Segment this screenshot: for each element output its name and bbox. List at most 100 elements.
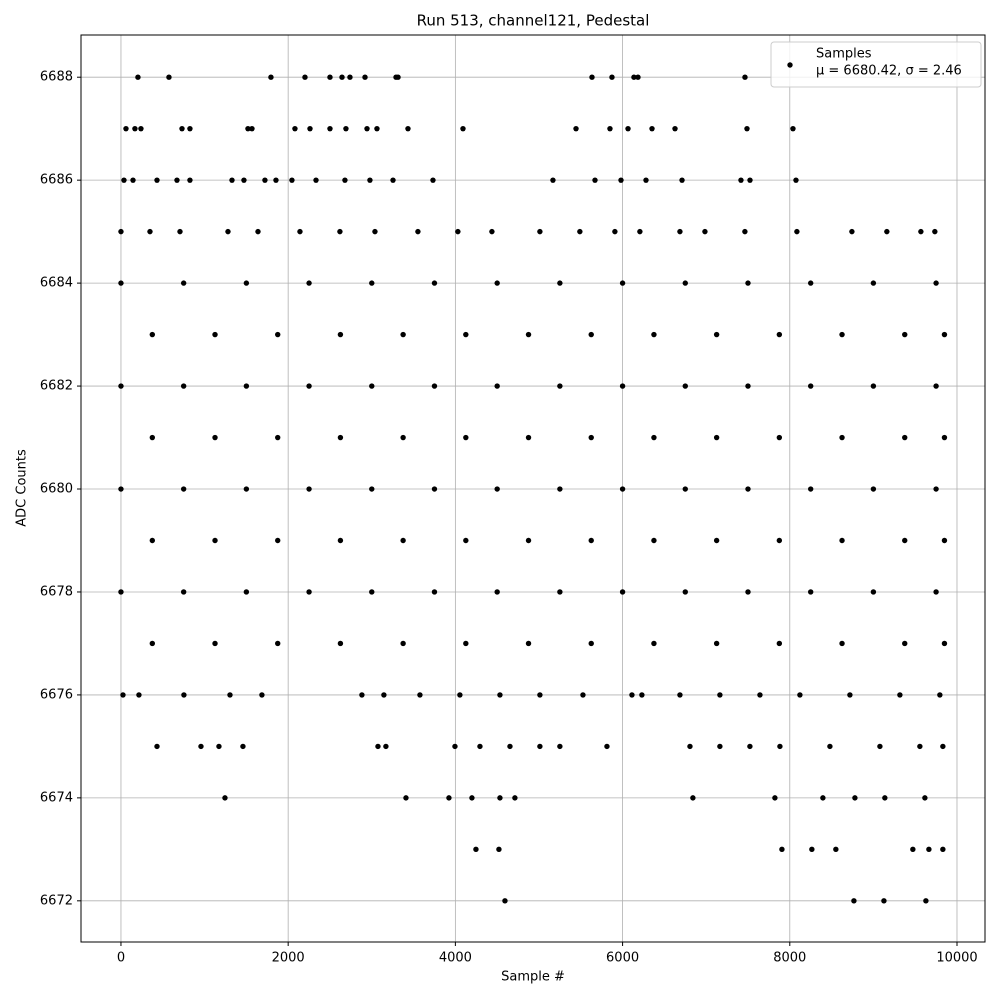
- point: [369, 280, 375, 286]
- point: [619, 589, 626, 595]
- x-tick-label: 8000: [773, 951, 806, 966]
- point: [940, 743, 946, 750]
- point: [275, 434, 281, 441]
- point: [687, 743, 693, 750]
- point: [677, 692, 683, 698]
- point: [619, 383, 626, 389]
- point: [776, 434, 783, 441]
- point: [525, 434, 532, 441]
- point: [306, 589, 312, 595]
- point: [618, 177, 624, 183]
- point: [227, 692, 233, 698]
- point: [745, 280, 751, 286]
- point: [820, 795, 826, 801]
- point: [245, 125, 251, 132]
- point: [415, 228, 421, 235]
- point: [713, 537, 720, 544]
- point: [241, 177, 247, 183]
- point: [651, 434, 657, 441]
- point: [477, 743, 483, 750]
- point: [902, 434, 908, 441]
- point: [369, 589, 375, 595]
- point: [557, 589, 563, 595]
- point: [390, 177, 396, 183]
- point: [870, 280, 877, 286]
- point: [243, 589, 250, 595]
- point: [941, 537, 948, 544]
- point: [452, 743, 458, 750]
- point: [154, 177, 160, 183]
- point: [619, 280, 626, 286]
- point: [463, 640, 469, 647]
- point: [897, 692, 903, 698]
- point: [923, 898, 929, 904]
- point: [557, 383, 563, 389]
- x-tick-label: 6000: [606, 951, 639, 966]
- point: [494, 589, 500, 595]
- y-tick-label: 6688: [40, 70, 73, 85]
- point: [918, 228, 924, 235]
- point: [431, 486, 438, 492]
- point: [902, 331, 908, 338]
- point: [807, 486, 814, 492]
- point: [713, 434, 720, 441]
- point: [222, 795, 228, 801]
- point: [940, 846, 946, 853]
- y-axis-label: ADC Counts: [15, 449, 30, 527]
- points: [118, 74, 948, 904]
- point: [198, 743, 204, 750]
- point: [132, 125, 138, 132]
- x-axis-label: Sample #: [501, 970, 565, 985]
- point: [342, 177, 348, 183]
- point: [717, 743, 723, 750]
- point: [359, 692, 365, 698]
- point: [839, 640, 845, 647]
- plot-frame: [80, 34, 986, 943]
- point: [118, 228, 124, 235]
- point: [136, 692, 142, 698]
- point: [138, 125, 144, 132]
- y-tick-label: 6680: [40, 482, 73, 497]
- x-tick-label: 10000: [936, 951, 977, 966]
- point: [347, 74, 353, 80]
- point: [369, 383, 375, 389]
- point: [588, 537, 594, 544]
- point: [525, 331, 532, 338]
- x-tick-label: 4000: [439, 951, 472, 966]
- point: [135, 74, 141, 80]
- point: [588, 434, 594, 441]
- point: [121, 177, 127, 183]
- point: [933, 589, 939, 595]
- point: [882, 795, 888, 801]
- point: [537, 692, 543, 698]
- point: [651, 331, 657, 338]
- point: [400, 434, 406, 441]
- point: [212, 331, 218, 338]
- y-tick-label: 6678: [40, 584, 73, 599]
- point: [327, 74, 333, 80]
- point: [776, 640, 783, 647]
- point: [776, 331, 783, 338]
- point: [177, 228, 183, 235]
- point: [757, 692, 763, 698]
- point: [249, 125, 255, 132]
- point: [827, 743, 833, 750]
- point: [877, 743, 883, 750]
- point: [809, 846, 815, 853]
- point: [794, 228, 800, 235]
- legend: Samples μ = 6680.42, σ = 2.46: [770, 41, 982, 88]
- point: [747, 743, 753, 750]
- point: [400, 331, 406, 338]
- point: [849, 228, 855, 235]
- point: [403, 795, 409, 801]
- point: [255, 228, 261, 235]
- point: [118, 486, 124, 492]
- point: [457, 692, 463, 698]
- point: [639, 692, 645, 698]
- point: [187, 177, 193, 183]
- point: [154, 743, 160, 750]
- legend-box: [770, 41, 982, 88]
- point: [738, 177, 744, 183]
- point: [446, 795, 452, 801]
